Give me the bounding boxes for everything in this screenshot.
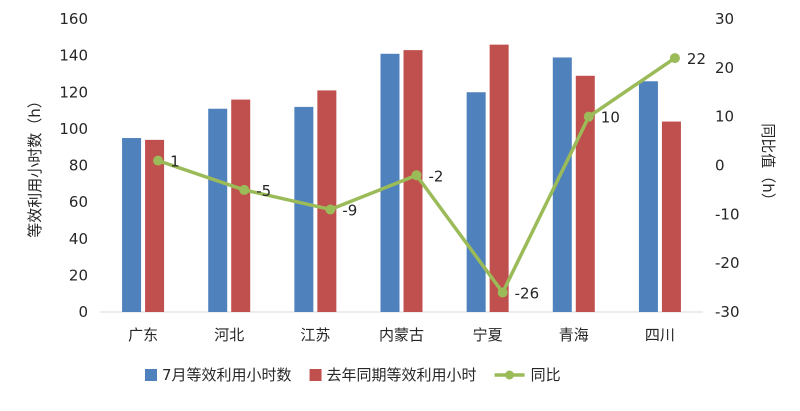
- bar: [317, 90, 337, 312]
- line-group: [153, 53, 680, 298]
- x-tick-label: 江苏: [300, 326, 330, 344]
- line-point: [325, 204, 336, 215]
- y2-tick-label: -20: [715, 254, 740, 272]
- x-tick-label: 河北: [214, 326, 244, 344]
- y2-axis-title: 同比值（h）: [759, 123, 777, 208]
- bar: [294, 106, 314, 313]
- y-tick-label: 60: [69, 193, 88, 211]
- y2-tick-label: -30: [715, 303, 740, 321]
- bar: [380, 53, 400, 312]
- line-point: [411, 170, 422, 181]
- line-point: [669, 53, 680, 64]
- y-tick-label: 100: [59, 120, 88, 138]
- bar: [661, 121, 681, 312]
- data-label: -26: [515, 284, 540, 302]
- y-tick-label: 120: [59, 83, 88, 101]
- legend-marker: [505, 370, 515, 380]
- y2-tick-label: -10: [715, 205, 740, 223]
- y-tick-label: 160: [59, 10, 88, 28]
- y-tick-label: 140: [59, 47, 88, 65]
- axes-group: 0 20 40 60 80 100 120 140 160 -30 -20 -10 0 10 20 30 等效利…: [26, 10, 777, 344]
- legend-label: 同比: [531, 366, 561, 384]
- x-tick-label: 青海: [559, 326, 589, 344]
- y-tick-label: 20: [69, 266, 88, 284]
- y2-tick-label: 20: [715, 59, 734, 77]
- data-label: 1: [170, 153, 180, 171]
- bar: [575, 75, 595, 312]
- legend-swatch: [309, 369, 322, 381]
- x-tick-label: 内蒙古: [379, 326, 424, 344]
- bars-group: [122, 44, 681, 313]
- line-point: [239, 184, 250, 195]
- y2-tick-label: 0: [715, 157, 725, 175]
- bar: [403, 50, 423, 312]
- x-tick-label: 四川: [645, 326, 675, 344]
- bar: [145, 139, 165, 312]
- y2-tick-label: 30: [715, 10, 734, 28]
- bar: [231, 99, 251, 312]
- data-label: 22: [687, 50, 706, 68]
- legend-label: 去年同期等效利用小时: [327, 366, 477, 384]
- x-tick-label: 宁夏: [473, 326, 503, 344]
- data-label: -2: [429, 167, 444, 185]
- y-axis-title: 等效利用小时数（h）: [26, 93, 44, 238]
- line-point: [583, 111, 594, 122]
- bar: [122, 138, 142, 312]
- y-tick-label: 80: [69, 157, 88, 175]
- line-point: [153, 155, 164, 166]
- bar: [489, 44, 509, 312]
- data-label: -9: [342, 201, 357, 219]
- labels-group: 1 -5 -9 -2 -26 10 22: [170, 50, 706, 302]
- data-label: 10: [601, 109, 620, 127]
- bar: [552, 57, 572, 312]
- data-label: -5: [256, 182, 271, 200]
- legend-group: 7月等效利用小时数 去年同期等效利用小时 同比: [145, 366, 561, 384]
- x-tick-label: 广东: [128, 326, 158, 344]
- y2-tick-label: 10: [715, 108, 734, 126]
- legend-label: 7月等效利用小时数: [162, 366, 292, 384]
- y-tick-label: 0: [78, 303, 88, 321]
- bar: [208, 108, 228, 312]
- line-point: [497, 287, 508, 298]
- bar: [466, 92, 486, 312]
- legend-swatch: [145, 369, 157, 381]
- y-tick-label: 40: [69, 230, 88, 248]
- bar: [638, 81, 658, 312]
